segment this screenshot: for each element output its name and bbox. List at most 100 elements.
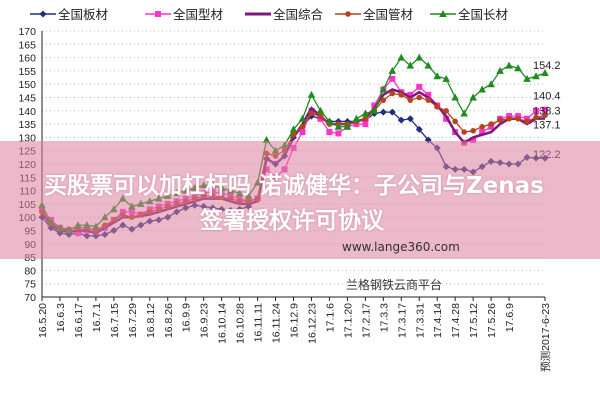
- data-point: [523, 74, 531, 82]
- data-point: [406, 115, 414, 123]
- x-tick-label: 16.6.3: [55, 303, 67, 332]
- y-tick-label: 70: [24, 292, 36, 304]
- data-point: [298, 114, 307, 122]
- data-point: [488, 121, 494, 127]
- x-tick-label: 16.5.20: [37, 303, 49, 338]
- x-tick-label: 16.8.26: [163, 303, 175, 338]
- data-point: [460, 109, 468, 117]
- data-point: [415, 53, 424, 61]
- headline-line-2: 签署授权许可协议: [200, 208, 384, 234]
- data-point: [443, 115, 450, 122]
- data-point: [451, 93, 459, 101]
- data-point: [380, 97, 387, 103]
- data-point: [496, 66, 504, 74]
- data-point: [290, 131, 297, 138]
- y-tick-label: 140: [18, 106, 36, 118]
- data-point: [461, 129, 467, 135]
- headline-banner[interactable]: 买股票可以加杠杆吗 诺诚健华：子公司与Zenas 签署授权许可协议: [0, 141, 600, 259]
- data-point: [397, 53, 406, 61]
- y-tick-label: 165: [18, 39, 36, 51]
- x-tick-label: 16.7.1: [91, 303, 103, 332]
- data-point: [470, 137, 477, 144]
- data-point: [514, 64, 522, 72]
- data-point: [443, 108, 449, 114]
- data-point: [505, 61, 513, 69]
- x-tick-label: 16.12.23: [306, 303, 318, 344]
- data-point: [470, 127, 476, 134]
- x-tick-label: 16.8.12: [145, 303, 157, 338]
- y-tick-label: 135: [18, 119, 36, 131]
- data-point: [398, 92, 405, 98]
- y-tick-label: 155: [18, 66, 36, 78]
- x-tick-label: 17.3.3: [378, 303, 390, 332]
- data-point: [379, 85, 388, 93]
- x-tick-label: 16.6.17: [73, 303, 85, 338]
- data-point: [415, 125, 423, 133]
- y-tick-label: 170: [18, 26, 36, 38]
- x-tick-label: 17.4.28: [450, 303, 462, 338]
- data-point: [389, 75, 396, 82]
- data-point: [479, 129, 486, 136]
- x-tick-label: 17.5.12: [468, 303, 480, 338]
- data-point: [307, 90, 316, 98]
- data-point: [434, 104, 441, 110]
- data-point: [388, 108, 396, 116]
- x-tick-label: 16.9.9: [181, 303, 193, 332]
- data-point: [397, 116, 405, 124]
- data-point: [371, 102, 378, 109]
- data-point: [533, 107, 540, 114]
- data-point: [362, 115, 369, 122]
- legend-label: 全国型材: [173, 7, 223, 22]
- x-tick-label: 预测2017-6-23: [539, 303, 552, 372]
- x-tick-label: 17.1.6: [324, 303, 336, 332]
- data-point: [316, 106, 325, 114]
- data-point: [334, 122, 343, 130]
- data-point: [362, 121, 369, 128]
- data-point: [442, 74, 450, 82]
- legend-marker: [439, 10, 447, 17]
- x-tick-label: 16.7.29: [127, 303, 139, 338]
- data-point: [299, 123, 306, 130]
- data-point: [479, 123, 485, 130]
- data-point: [497, 117, 503, 123]
- data-point: [425, 97, 432, 103]
- y-tick-label: 80: [24, 265, 36, 277]
- data-point: [542, 112, 548, 119]
- x-tick-label: 16.11.11: [253, 303, 265, 342]
- y-tick-label: 150: [18, 79, 36, 91]
- end-value-label: 140.4: [533, 91, 561, 103]
- x-tick-label: 17.6.9: [504, 303, 516, 332]
- y-tick-label: 75: [24, 279, 36, 291]
- data-point: [317, 113, 324, 119]
- legend-marker: [39, 10, 47, 18]
- legend-label: 全国长材: [458, 7, 508, 22]
- legend-label: 全国管材: [363, 7, 413, 22]
- y-tick-label: 145: [18, 93, 36, 105]
- x-tick-label: 17.5.26: [486, 303, 498, 338]
- end-value-label: 138.3: [533, 105, 561, 117]
- data-point: [352, 114, 361, 122]
- x-tick-label: 16.12.9: [289, 303, 301, 338]
- x-tick-label: 16.7.15: [109, 303, 121, 338]
- data-point: [424, 61, 433, 69]
- data-point: [407, 91, 414, 98]
- x-tick-label: 17.3.17: [396, 303, 408, 338]
- data-point: [407, 97, 414, 103]
- watermark-name: 兰格钢铁云商平台: [346, 278, 443, 292]
- data-point: [469, 93, 477, 101]
- legend-marker: [155, 11, 161, 17]
- data-point: [487, 80, 495, 88]
- legend-marker: [345, 11, 351, 17]
- data-point: [452, 118, 458, 125]
- data-point: [289, 125, 298, 133]
- x-tick-label: 17.4.14: [432, 303, 444, 338]
- legend-label: 全国综合: [273, 7, 324, 22]
- headline-line-1: 买股票可以加杠杆吗 诺诚健华：子公司与Zenas: [44, 173, 544, 199]
- data-point: [515, 115, 521, 122]
- data-point: [425, 91, 432, 98]
- data-point: [433, 72, 442, 80]
- data-point: [388, 66, 397, 74]
- x-tick-label: 16.10.14: [217, 303, 229, 344]
- data-point: [416, 94, 423, 101]
- x-tick-label: 17.1.20: [342, 303, 354, 338]
